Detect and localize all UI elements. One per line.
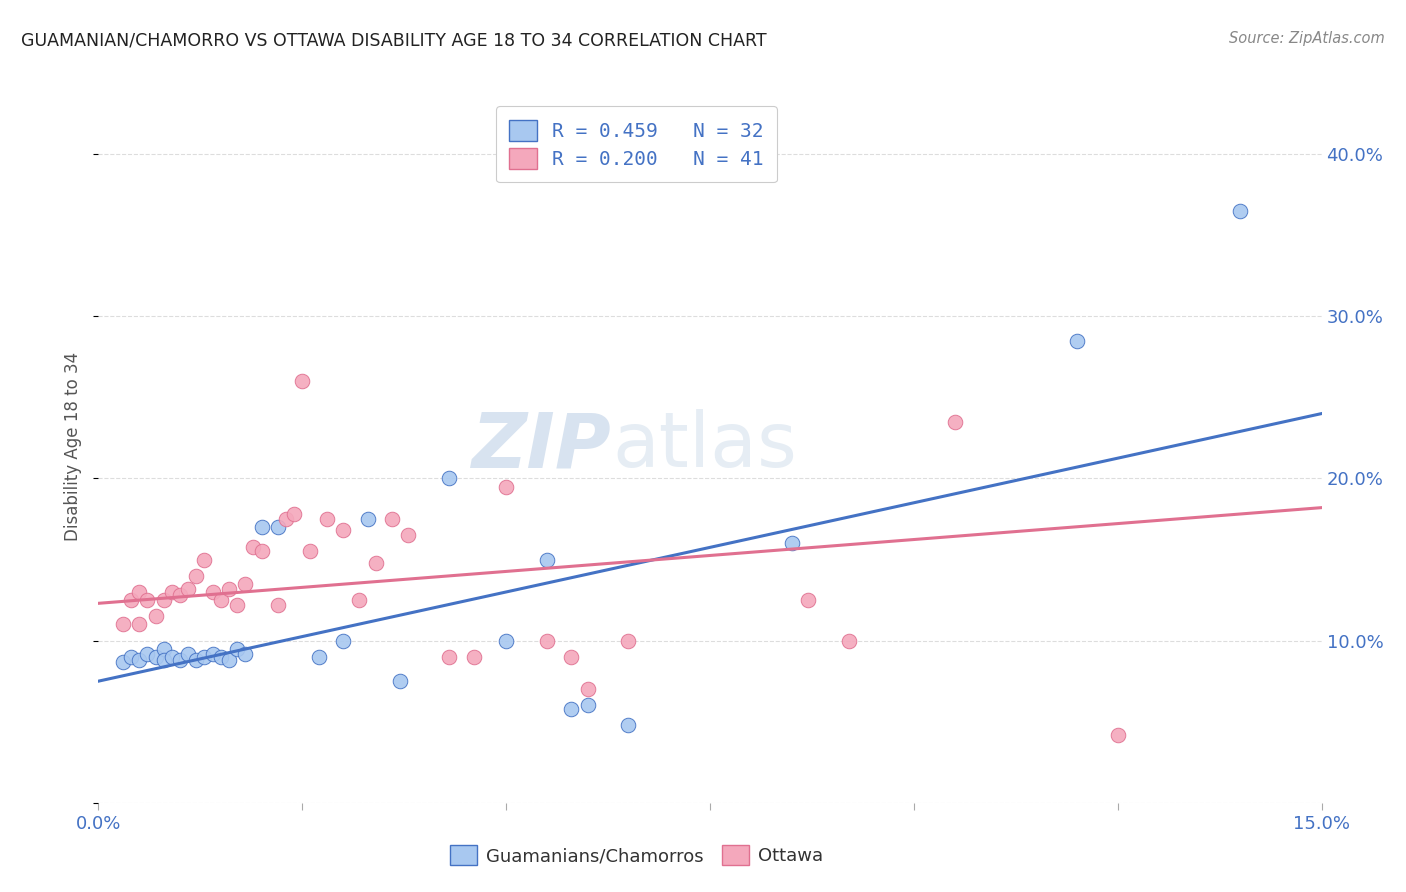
Point	[536, 552, 558, 566]
Point	[120, 649, 142, 664]
Y-axis label: Disability Age 18 to 34: Disability Age 18 to 34	[65, 351, 83, 541]
Point	[111, 655, 134, 669]
Point	[152, 593, 174, 607]
Point	[120, 593, 142, 607]
Point	[233, 647, 256, 661]
Point	[1066, 334, 1088, 348]
Point	[495, 633, 517, 648]
Point	[617, 718, 640, 732]
Point	[186, 568, 208, 582]
Point	[201, 647, 224, 661]
Point	[495, 479, 517, 493]
Point	[283, 507, 305, 521]
Point	[437, 471, 460, 485]
Point	[233, 577, 256, 591]
Point	[209, 593, 232, 607]
Text: Source: ZipAtlas.com: Source: ZipAtlas.com	[1229, 31, 1385, 46]
Point	[797, 593, 820, 607]
Point	[838, 633, 860, 648]
Point	[396, 528, 419, 542]
Point	[218, 653, 240, 667]
Point	[201, 585, 224, 599]
Point	[267, 520, 290, 534]
Point	[250, 544, 273, 558]
Point	[780, 536, 803, 550]
Point	[349, 593, 371, 607]
Point	[274, 512, 297, 526]
Point	[169, 653, 191, 667]
Text: atlas: atlas	[612, 409, 797, 483]
Point	[332, 524, 354, 538]
Point	[250, 520, 273, 534]
Point	[136, 647, 159, 661]
Point	[560, 702, 582, 716]
Point	[193, 649, 215, 664]
Point	[177, 582, 200, 596]
Point	[209, 649, 232, 664]
Point	[381, 512, 404, 526]
Point	[576, 682, 599, 697]
Point	[437, 649, 460, 664]
Point	[943, 415, 966, 429]
Point	[576, 698, 599, 713]
Point	[536, 633, 558, 648]
Point	[617, 633, 640, 648]
Point	[186, 653, 208, 667]
Point	[308, 649, 330, 664]
Point	[356, 512, 378, 526]
Point	[226, 598, 249, 612]
Point	[128, 585, 150, 599]
Point	[299, 544, 322, 558]
Point	[128, 653, 150, 667]
Point	[218, 582, 240, 596]
Text: ZIP: ZIP	[472, 409, 612, 483]
Point	[291, 374, 314, 388]
Text: GUAMANIAN/CHAMORRO VS OTTAWA DISABILITY AGE 18 TO 34 CORRELATION CHART: GUAMANIAN/CHAMORRO VS OTTAWA DISABILITY …	[21, 31, 766, 49]
Point	[177, 647, 200, 661]
Point	[136, 593, 159, 607]
Point	[111, 617, 134, 632]
Point	[145, 609, 167, 624]
Point	[267, 598, 290, 612]
Point	[226, 641, 249, 656]
Point	[364, 556, 387, 570]
Point	[152, 653, 174, 667]
Point	[169, 588, 191, 602]
Point	[1229, 203, 1251, 218]
Point	[160, 649, 183, 664]
Point	[315, 512, 337, 526]
Point	[1107, 728, 1129, 742]
Point	[242, 540, 264, 554]
Point	[152, 641, 174, 656]
Point	[332, 633, 354, 648]
Point	[128, 617, 150, 632]
Point	[193, 552, 215, 566]
Point	[145, 649, 167, 664]
Point	[463, 649, 485, 664]
Point	[160, 585, 183, 599]
Point	[560, 649, 582, 664]
Legend: Guamanians/Chamorros, Ottawa: Guamanians/Chamorros, Ottawa	[443, 838, 831, 872]
Point	[389, 674, 412, 689]
